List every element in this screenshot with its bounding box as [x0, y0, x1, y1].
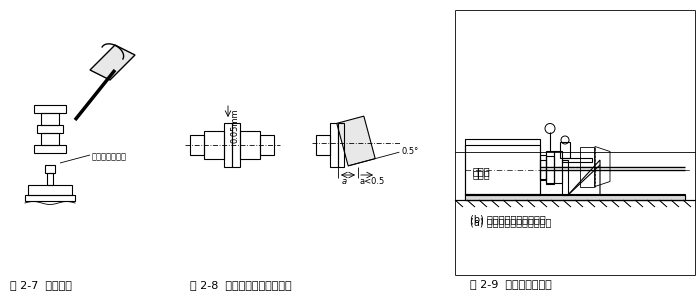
- Text: (a) 用百分表检查联轴器端面: (a) 用百分表检查联轴器端面: [470, 217, 552, 227]
- Bar: [562, 160, 568, 195]
- Text: a: a: [342, 177, 347, 186]
- Bar: [25, 195, 75, 201]
- Text: 原动机: 原动机: [473, 169, 491, 179]
- Bar: [465, 145, 540, 195]
- Bar: [190, 135, 204, 155]
- Text: 图 2-9  安装精度的检查: 图 2-9 安装精度的检查: [470, 279, 552, 289]
- Text: 0.5°: 0.5°: [401, 147, 419, 156]
- Bar: [240, 131, 260, 159]
- Bar: [338, 123, 344, 167]
- Bar: [47, 173, 53, 185]
- Polygon shape: [90, 45, 135, 80]
- Bar: [260, 135, 274, 155]
- Bar: [28, 185, 72, 195]
- Text: 此处应垫一铜棒: 此处应垫一铜棒: [92, 152, 127, 161]
- Polygon shape: [337, 116, 375, 166]
- Bar: [562, 158, 592, 162]
- Bar: [330, 123, 338, 167]
- Text: a<0.5: a<0.5: [360, 177, 385, 186]
- Bar: [224, 123, 232, 167]
- Bar: [580, 146, 594, 187]
- Bar: [465, 194, 685, 200]
- Bar: [546, 156, 554, 184]
- Text: 图 2-8  联轴器之间的安装精度: 图 2-8 联轴器之间的安装精度: [190, 280, 292, 290]
- Bar: [546, 151, 554, 182]
- Bar: [204, 131, 224, 159]
- Bar: [316, 135, 330, 155]
- Bar: [465, 139, 540, 194]
- Text: 原动机: 原动机: [473, 166, 491, 176]
- Bar: [34, 105, 66, 113]
- Bar: [232, 123, 240, 167]
- Bar: [554, 151, 562, 182]
- Bar: [41, 113, 59, 125]
- Bar: [560, 142, 570, 158]
- Bar: [41, 133, 59, 145]
- Bar: [540, 160, 546, 180]
- Bar: [540, 154, 546, 178]
- Bar: [465, 195, 685, 200]
- Bar: [45, 165, 55, 173]
- Bar: [34, 145, 66, 153]
- Text: (b) 用百分表检查支座端面: (b) 用百分表检查支座端面: [470, 214, 546, 224]
- Bar: [37, 125, 63, 133]
- Text: 0.05mm: 0.05mm: [230, 108, 239, 142]
- Text: 图 2-7  注意事项: 图 2-7 注意事项: [10, 280, 72, 290]
